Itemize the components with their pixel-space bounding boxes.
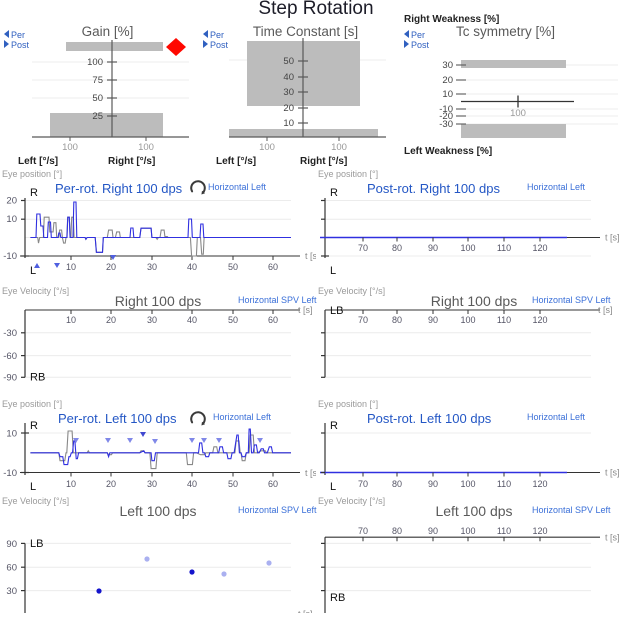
svg-text:110: 110: [497, 526, 511, 536]
svg-text:40: 40: [187, 479, 197, 489]
svg-text:t [s]: t [s]: [605, 468, 620, 478]
svg-text:110: 110: [497, 315, 511, 325]
svg-text:10: 10: [6, 214, 17, 225]
svg-text:100: 100: [460, 315, 475, 325]
svg-text:120: 120: [532, 243, 547, 253]
svg-text:70: 70: [358, 526, 368, 536]
svg-text:60: 60: [268, 262, 278, 272]
svg-text:30: 30: [6, 586, 17, 597]
svg-text:LB: LB: [30, 538, 43, 550]
svg-text:20: 20: [106, 315, 116, 325]
svg-text:10: 10: [66, 479, 76, 489]
svg-text:90: 90: [6, 539, 17, 550]
svg-text:50: 50: [283, 56, 294, 67]
svg-text:t [s]: t [s]: [605, 233, 620, 243]
svg-text:40: 40: [283, 72, 294, 83]
svg-text:50: 50: [228, 315, 238, 325]
svg-text:t [s]: t [s]: [305, 468, 316, 478]
svg-text:90: 90: [428, 315, 438, 325]
svg-text:30: 30: [147, 315, 157, 325]
svg-text:L: L: [30, 481, 36, 493]
svg-text:100: 100: [460, 526, 475, 536]
svg-text:70: 70: [358, 315, 368, 325]
svg-text:100: 100: [510, 108, 526, 119]
svg-text:100: 100: [87, 57, 103, 68]
svg-text:70: 70: [358, 243, 368, 253]
svg-text:100: 100: [138, 142, 154, 150]
svg-text:10: 10: [6, 429, 17, 440]
svg-text:80: 80: [392, 479, 402, 489]
svg-text:90: 90: [428, 243, 438, 253]
svg-text:80: 80: [392, 315, 402, 325]
svg-text:40: 40: [187, 262, 197, 272]
svg-text:90: 90: [428, 479, 438, 489]
svg-text:75: 75: [92, 75, 103, 86]
svg-text:60: 60: [268, 479, 278, 489]
svg-text:R: R: [330, 420, 338, 432]
svg-text:100: 100: [460, 243, 475, 253]
svg-text:R: R: [330, 187, 338, 199]
svg-text:50: 50: [92, 93, 103, 104]
svg-text:10: 10: [66, 315, 76, 325]
svg-text:R: R: [30, 420, 38, 432]
svg-text:30: 30: [147, 479, 157, 489]
svg-text:10: 10: [66, 262, 76, 272]
svg-text:110: 110: [497, 479, 511, 489]
svg-text:100: 100: [331, 142, 347, 150]
svg-text:120: 120: [532, 479, 547, 489]
svg-text:LB: LB: [330, 305, 343, 317]
svg-text:40: 40: [187, 315, 197, 325]
svg-text:20: 20: [106, 479, 116, 489]
svg-text:80: 80: [392, 243, 402, 253]
svg-text:-60: -60: [3, 351, 17, 362]
svg-text:70: 70: [358, 479, 368, 489]
svg-text:RB: RB: [30, 372, 45, 384]
svg-text:L: L: [330, 481, 336, 493]
svg-text:t [s]: t [s]: [605, 533, 620, 543]
svg-text:-10: -10: [3, 251, 17, 262]
svg-text:20: 20: [442, 75, 453, 86]
svg-text:t [s]: t [s]: [298, 609, 313, 613]
svg-text:t [s]: t [s]: [598, 305, 613, 315]
svg-text:30: 30: [283, 87, 294, 98]
svg-text:30: 30: [147, 262, 157, 272]
svg-text:120: 120: [532, 315, 547, 325]
svg-text:30: 30: [442, 60, 453, 71]
svg-text:L: L: [330, 265, 336, 277]
svg-text:60: 60: [6, 563, 17, 574]
svg-text:20: 20: [106, 262, 116, 272]
svg-text:110: 110: [497, 243, 511, 253]
svg-text:100: 100: [460, 479, 475, 489]
svg-text:80: 80: [392, 526, 402, 536]
svg-text:t [s]: t [s]: [298, 305, 313, 315]
svg-text:t [s]: t [s]: [305, 251, 316, 261]
svg-text:25: 25: [92, 111, 103, 122]
svg-text:-90: -90: [3, 373, 17, 384]
svg-text:10: 10: [283, 118, 294, 129]
svg-text:90: 90: [428, 526, 438, 536]
svg-text:50: 50: [228, 262, 238, 272]
svg-text:100: 100: [259, 142, 275, 150]
svg-text:-30: -30: [3, 328, 17, 339]
svg-text:20: 20: [283, 103, 294, 114]
svg-text:-10: -10: [3, 468, 17, 479]
svg-text:50: 50: [228, 479, 238, 489]
svg-text:20: 20: [6, 196, 17, 207]
svg-text:RB: RB: [330, 592, 345, 604]
svg-text:100: 100: [62, 142, 78, 150]
svg-text:60: 60: [268, 315, 278, 325]
svg-text:120: 120: [532, 526, 547, 536]
svg-text:R: R: [30, 187, 38, 199]
svg-text:-30: -30: [439, 119, 453, 130]
svg-text:10: 10: [442, 89, 453, 100]
